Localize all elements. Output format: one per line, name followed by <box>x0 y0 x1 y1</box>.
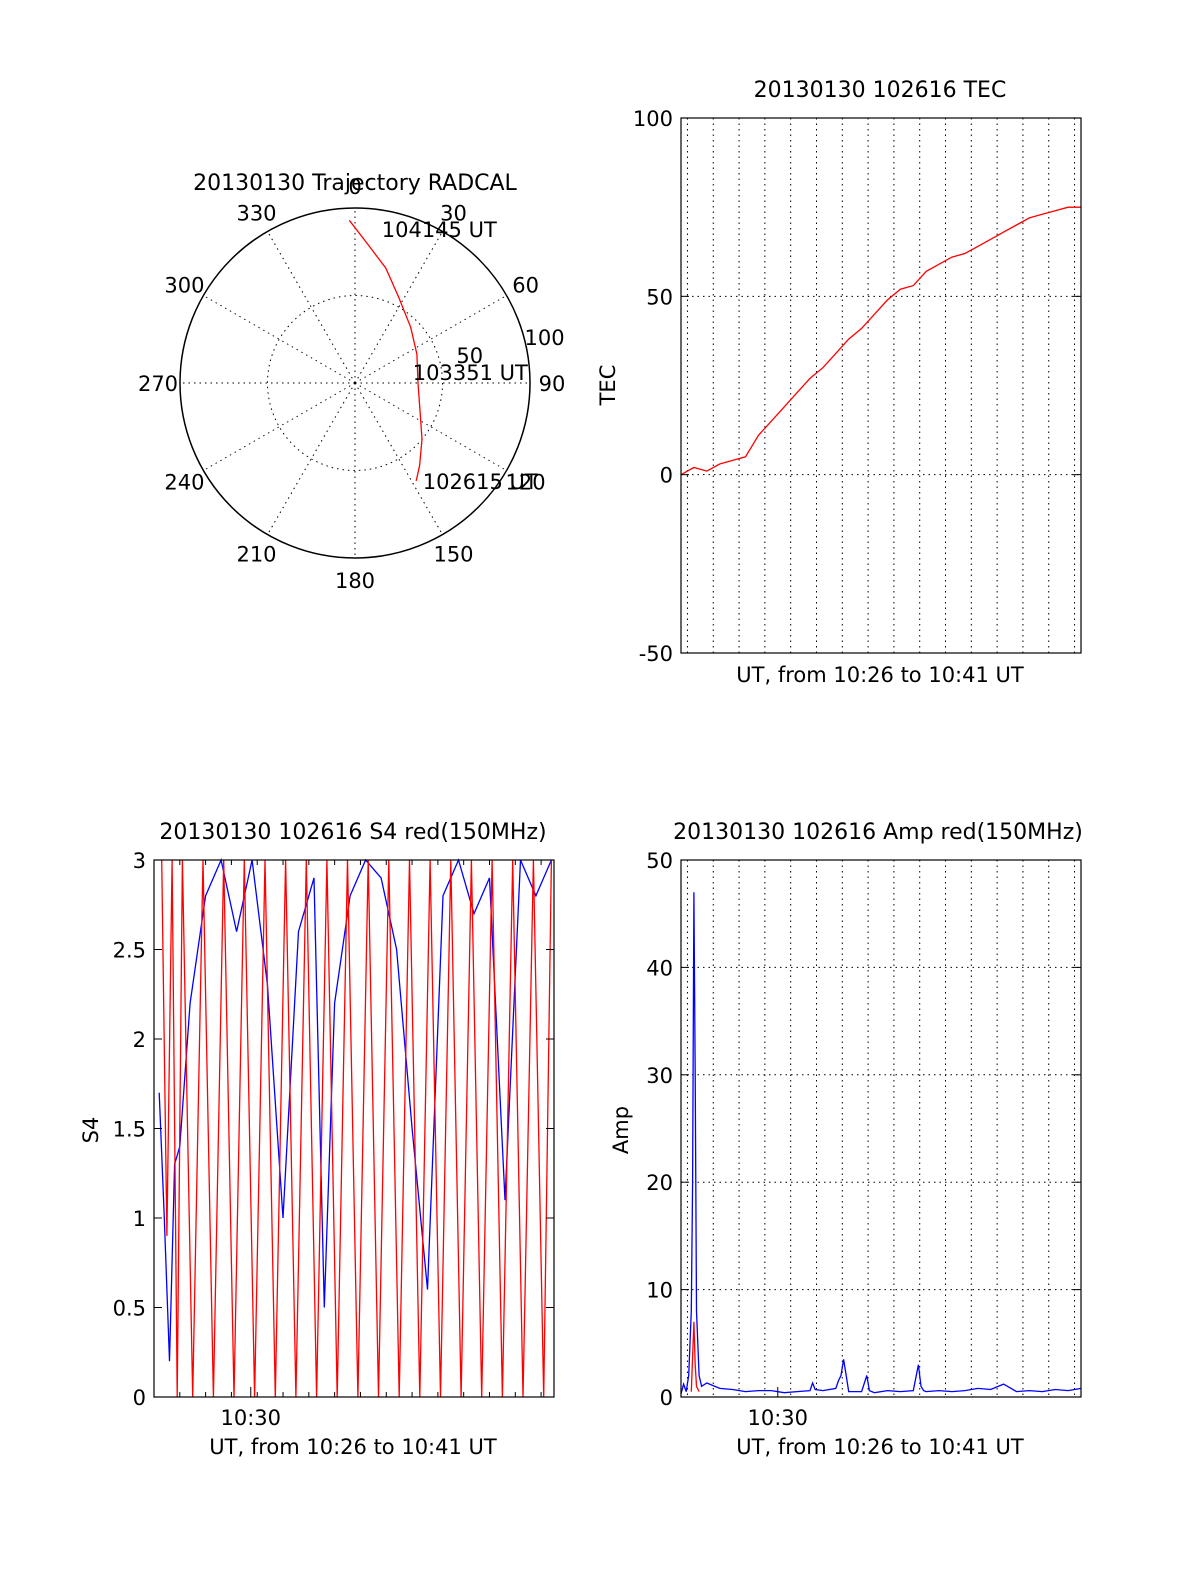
trajectory-polar-plot: 20130130 Trajectory RADCAL 0 30 60 90 120 150… <box>138 171 565 593</box>
angle-label: 210 <box>236 543 276 567</box>
tec-ylabel: TEC <box>596 365 620 407</box>
s4-xticks: 10:30 <box>179 860 542 1430</box>
polar-title: 20130130 Trajectory RADCAL <box>193 171 517 196</box>
polar-outer-ring <box>179 207 531 559</box>
polar-spoke <box>267 231 356 384</box>
tec-grid <box>681 118 1081 653</box>
x-tick-label: 10:30 <box>748 1406 809 1430</box>
trajectory-annotations: 104145 UT 103351 UT 102615 UT <box>382 218 538 494</box>
radial-label: 50 <box>456 344 483 368</box>
angle-label: 270 <box>138 372 178 396</box>
y-tick-label: -50 <box>639 642 673 666</box>
tec-frame <box>680 117 1082 654</box>
angle-label: 240 <box>164 471 204 495</box>
trajectory-line <box>348 219 423 482</box>
amp-series <box>680 892 1082 1394</box>
y-tick-label: 2 <box>133 1028 146 1052</box>
s4-ylabel: S4 <box>79 1117 103 1144</box>
angle-label: 30 <box>440 201 467 225</box>
series-line <box>680 892 1082 1394</box>
y-tick-label: 10 <box>646 1279 673 1303</box>
polar-spoke <box>203 382 356 471</box>
trajectory-time-label: 103351 UT <box>413 361 528 385</box>
angle-label: 150 <box>433 543 473 567</box>
s4-xlabel: UT, from 10:26 to 10:41 UT <box>209 1435 497 1459</box>
polar-grid <box>179 207 531 559</box>
angle-label: 330 <box>236 201 276 225</box>
y-tick-label: 30 <box>646 1064 673 1088</box>
angle-label: 60 <box>512 274 539 298</box>
y-tick-label: 1 <box>133 1207 146 1231</box>
angle-label: 90 <box>539 372 566 396</box>
y-tick-label: 100 <box>633 107 673 131</box>
y-tick-label: 0 <box>660 464 673 488</box>
polar-spoke <box>267 382 356 535</box>
polar-spoke <box>354 382 507 471</box>
y-tick-label: 50 <box>646 849 673 873</box>
polar-angle-labels: 0 30 60 90 120 150 180 210 240 270 300 330 <box>138 175 565 593</box>
tec-series <box>680 206 1081 476</box>
amp-xticks: 10:30 <box>748 1387 809 1430</box>
amp-ylabel: Amp <box>609 1106 633 1154</box>
y-tick-label: 0 <box>660 1386 673 1410</box>
tec-xlabel: UT, from 10:26 to 10:41 UT <box>736 663 1024 687</box>
y-tick-label: 20 <box>646 1171 673 1195</box>
x-tick-label: 10:30 <box>221 1406 282 1430</box>
y-tick-label: 0.5 <box>113 1297 146 1321</box>
s4-series <box>158 857 553 1398</box>
polar-spoke <box>354 382 443 535</box>
y-tick-label: 2.5 <box>113 939 146 963</box>
angle-label: 180 <box>335 569 375 593</box>
amp-frame <box>680 859 1082 1398</box>
series-line <box>680 206 1081 476</box>
trajectory-time-label: 102615 UT <box>423 470 538 494</box>
radial-label: 100 <box>525 326 565 350</box>
amp-grid <box>681 860 1081 1397</box>
tec-title: 20130130 102616 TEC <box>754 78 1007 103</box>
amp-plot: 20130130 102616 Amp red(150MHz) 0 10 20 30 4… <box>609 820 1083 1459</box>
y-tick-label: 40 <box>646 956 673 980</box>
angle-label: 0 <box>348 175 361 199</box>
polar-ring-50 <box>267 295 443 471</box>
tec-plot: 20130130 102616 TEC -50 0 50 100 UT, from 1… <box>596 78 1082 687</box>
y-tick-label: 3 <box>133 849 146 873</box>
amp-xlabel: UT, from 10:26 to 10:41 UT <box>736 1435 1024 1459</box>
series-line <box>690 1321 700 1392</box>
tec-yticks: -50 0 50 100 <box>633 107 1081 666</box>
y-tick-label: 0 <box>133 1386 146 1410</box>
s4-yticks: 0 0.5 1 1.5 2 2.5 3 <box>113 849 554 1410</box>
trajectory-time-label: 104145 UT <box>382 218 497 242</box>
angle-label: 120 <box>506 471 546 495</box>
series-line <box>158 857 552 1362</box>
polar-radial-labels: 50 100 <box>456 326 564 368</box>
y-tick-label: 50 <box>646 285 673 309</box>
amp-title: 20130130 102616 Amp red(150MHz) <box>673 820 1083 845</box>
angle-label: 300 <box>164 274 204 298</box>
s4-title: 20130130 102616 S4 red(150MHz) <box>159 820 546 845</box>
s4-plot: 20130130 102616 S4 red(150MHz) 0 0.5 1 1.5 2… <box>79 820 555 1459</box>
amp-yticks: 0 10 20 30 40 50 <box>646 849 1081 1410</box>
y-tick-label: 1.5 <box>113 1118 146 1142</box>
